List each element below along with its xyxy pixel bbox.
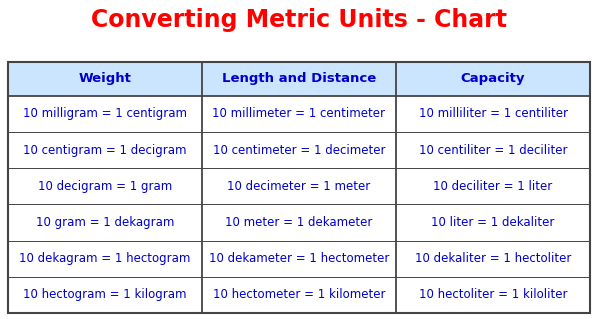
Bar bbox=[396, 204, 590, 241]
Text: 10 gram = 1 dekagram: 10 gram = 1 dekagram bbox=[36, 216, 174, 229]
Bar bbox=[396, 96, 590, 132]
Bar bbox=[8, 204, 202, 241]
Text: Weight: Weight bbox=[78, 72, 132, 85]
Text: 10 dekaliter = 1 hectoliter: 10 dekaliter = 1 hectoliter bbox=[415, 252, 571, 265]
Text: 10 hectogram = 1 kilogram: 10 hectogram = 1 kilogram bbox=[23, 288, 187, 301]
Bar bbox=[396, 168, 590, 204]
Text: Capacity: Capacity bbox=[460, 72, 525, 85]
Bar bbox=[202, 204, 396, 241]
Bar bbox=[8, 62, 202, 96]
Bar bbox=[8, 241, 202, 277]
Text: Converting Metric Units - Chart: Converting Metric Units - Chart bbox=[91, 8, 507, 32]
Text: 10 deciliter = 1 liter: 10 deciliter = 1 liter bbox=[434, 180, 553, 193]
Text: 10 meter = 1 dekameter: 10 meter = 1 dekameter bbox=[225, 216, 373, 229]
Text: 10 dekameter = 1 hectometer: 10 dekameter = 1 hectometer bbox=[209, 252, 389, 265]
Text: 10 milliliter = 1 centiliter: 10 milliliter = 1 centiliter bbox=[419, 108, 568, 121]
Bar bbox=[8, 168, 202, 204]
Text: 10 milligram = 1 centigram: 10 milligram = 1 centigram bbox=[23, 108, 187, 121]
Bar bbox=[8, 96, 202, 132]
Text: 10 decigram = 1 gram: 10 decigram = 1 gram bbox=[38, 180, 172, 193]
Text: 10 centimeter = 1 decimeter: 10 centimeter = 1 decimeter bbox=[213, 144, 385, 157]
Text: 10 hectometer = 1 kilometer: 10 hectometer = 1 kilometer bbox=[213, 288, 385, 301]
Text: Length and Distance: Length and Distance bbox=[222, 72, 376, 85]
Text: 10 hectoliter = 1 kiloliter: 10 hectoliter = 1 kiloliter bbox=[419, 288, 568, 301]
Bar bbox=[396, 132, 590, 168]
Bar bbox=[202, 277, 396, 313]
Bar bbox=[202, 241, 396, 277]
Bar bbox=[396, 62, 590, 96]
Text: 10 millimeter = 1 centimeter: 10 millimeter = 1 centimeter bbox=[212, 108, 386, 121]
Bar bbox=[202, 62, 396, 96]
Bar bbox=[8, 132, 202, 168]
Bar bbox=[396, 241, 590, 277]
Text: 10 centigram = 1 decigram: 10 centigram = 1 decigram bbox=[23, 144, 187, 157]
Bar bbox=[202, 132, 396, 168]
Text: 10 decimeter = 1 meter: 10 decimeter = 1 meter bbox=[227, 180, 371, 193]
Text: 10 liter = 1 dekaliter: 10 liter = 1 dekaliter bbox=[431, 216, 555, 229]
Bar bbox=[8, 277, 202, 313]
Bar bbox=[396, 277, 590, 313]
Bar bbox=[8, 62, 590, 313]
Text: 10 dekagram = 1 hectogram: 10 dekagram = 1 hectogram bbox=[19, 252, 191, 265]
Bar bbox=[202, 96, 396, 132]
Text: 10 centiliter = 1 deciliter: 10 centiliter = 1 deciliter bbox=[419, 144, 568, 157]
Bar bbox=[202, 168, 396, 204]
